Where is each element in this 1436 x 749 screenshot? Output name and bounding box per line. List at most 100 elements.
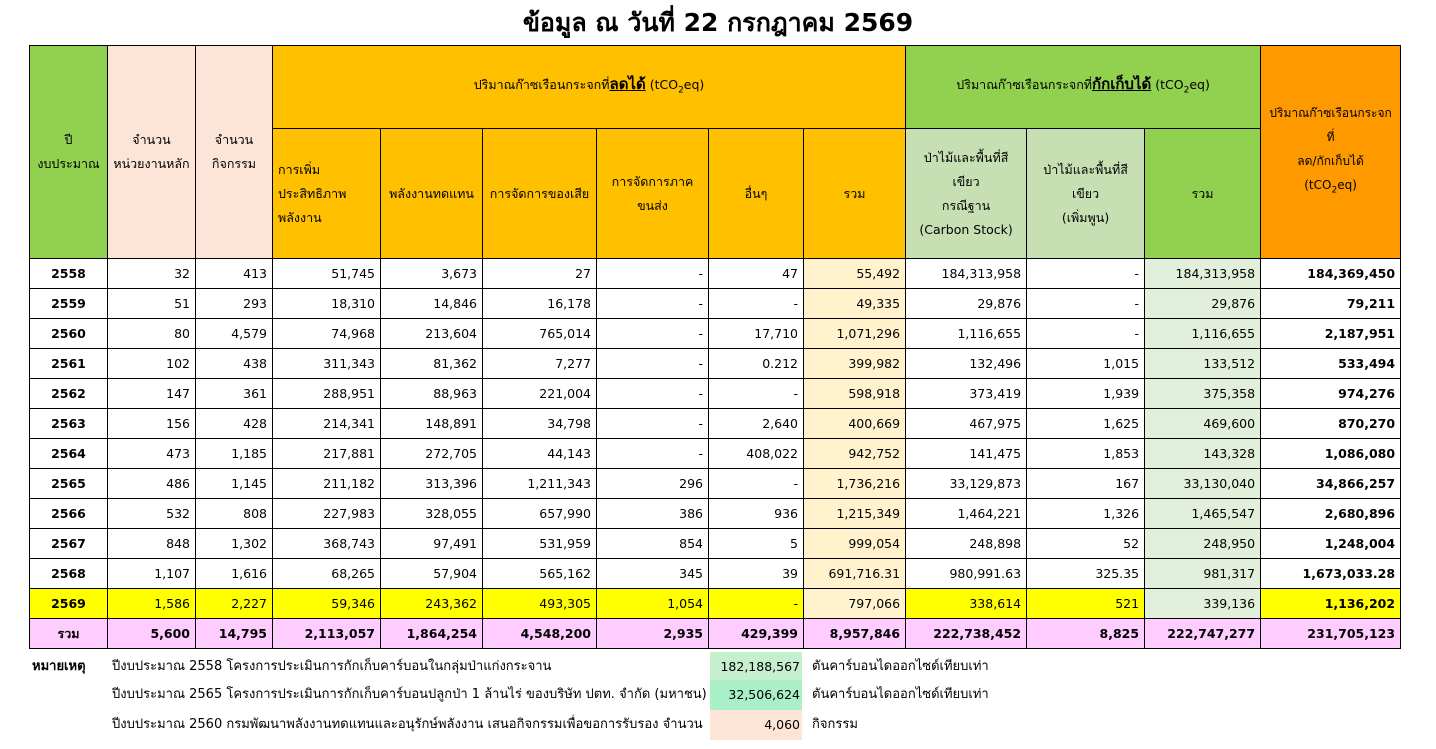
cell-waste: 565,162 [482,558,597,589]
cell-grand-total: 1,673,033.28 [1260,558,1402,589]
cell-renewable: 313,396 [380,468,483,499]
cell-units: 486 [107,468,196,499]
cell-units: 1,586 [107,588,196,619]
cell-waste: 657,990 [482,498,597,529]
cell-forest-add: 1,326 [1026,498,1146,529]
cell-forest-base: 1,464,221 [905,498,1028,529]
cell-grand-total: 184,369,450 [1260,258,1402,289]
cell-activities: 438 [195,348,273,379]
header-efficiency: การเพิ่ม ประสิทธิภาพ พลังงาน [272,128,381,259]
cell-efficiency: 18,310 [272,288,381,319]
header-renewable: พลังงานทดแทน [380,128,483,259]
table-row: 2566 532 808 227,983 328,055 657,990 386 936 1,2… [29,498,1402,529]
cell-units: 473 [107,438,196,469]
cell-reduced-sum: 999,054 [802,528,907,559]
cell-stored-sum: 375,358 [1144,378,1262,409]
cell-reduced-sum: 1,736,216 [802,468,907,499]
cell-transport: 386 [596,498,709,529]
cell-other: 429,399 [708,618,804,649]
cell-other: 936 [708,498,804,529]
cell-transport: 1,054 [596,588,709,619]
cell-efficiency: 51,745 [272,258,381,289]
cell-forest-base: 132,496 [905,348,1028,379]
cell-grand-total: 1,086,080 [1260,438,1402,469]
cell-transport: - [596,288,709,319]
cell-units: 1,107 [107,558,196,589]
table-row: 2562 147 361 288,951 88,963 221,004- -598,918 3… [29,378,1402,409]
cell-grand-total: 79,211 [1260,288,1402,319]
cell-other: 17,710 [708,318,804,349]
cell-units: 156 [107,408,196,439]
cell-units: 5,600 [107,618,196,649]
note-unit: ตันคาร์บอนไดออกไซด์เทียบเท่า [812,687,989,702]
cell-other: - [708,588,804,619]
cell-other: 47 [708,258,804,289]
cell-other: - [708,378,804,409]
header-reduced-sum: รวม [802,128,907,259]
cell-transport: 854 [596,528,709,559]
header-activities: จำนวน กิจกรรม [195,45,273,259]
cell-year: รวม [29,618,108,649]
table-row: 2565 486 1,145 211,182 313,396 1,211,343 296-1… [29,468,1402,499]
cell-activities: 428 [195,408,273,439]
cell-activities: 1,616 [195,558,273,589]
header-stored-group: ปริมาณก๊าซเรือนกระจกที่กักเก็บได้ (tCO2e… [905,45,1262,129]
cell-grand-total: 974,276 [1260,378,1402,409]
table-row: 2559 51 293 18,310 14,846 16,178- -49,335 29,87… [29,288,1402,319]
cell-reduced-sum: 49,335 [802,288,907,319]
cell-stored-sum: 222,747,277 [1144,618,1262,649]
cell-transport: - [596,348,709,379]
cell-reduced-sum: 55,492 [802,258,907,289]
note-text: ปีงบประมาณ 2560 กรมพัฒนาพลังงานทดแทนและอ… [112,717,703,732]
cell-transport: - [596,318,709,349]
cell-efficiency: 211,182 [272,468,381,499]
header-reduced-group: ปริมาณก๊าซเรือนกระจกที่ลดได้ (tCO2eq) [271,45,907,129]
cell-efficiency: 217,881 [272,438,381,469]
cell-reduced-sum: 942,752 [802,438,907,469]
cell-activities: 1,302 [195,528,273,559]
cell-stored-sum: 981,317 [1144,558,1262,589]
cell-forest-add: 1,015 [1026,348,1146,379]
table-row: 2569 1,586 2,227 59,346 243,362 493,305 1,054-… [29,588,1402,619]
cell-year: 2562 [29,378,108,409]
cell-waste: 221,004 [482,378,597,409]
cell-efficiency: 2,113,057 [272,618,381,649]
notes-section: หมายเหตุ ปีงบประมาณ 2558 โครงการประเมินก… [0,652,1436,749]
cell-year: 2563 [29,408,108,439]
cell-efficiency: 227,983 [272,498,381,529]
cell-efficiency: 368,743 [272,528,381,559]
cell-reduced-sum: 399,982 [802,348,907,379]
cell-units: 80 [107,318,196,349]
header-forest-add: ป่าไม้และพื้นที่สีเขียว (เพิ่มพูน) [1026,128,1146,259]
cell-year: 2566 [29,498,108,529]
cell-year: 2569 [29,588,108,619]
cell-activities: 4,579 [195,318,273,349]
cell-other: 2,640 [708,408,804,439]
note-row: หมายเหตุ ปีงบประมาณ 2558 โครงการประเมินก… [0,652,1436,682]
cell-waste: 765,014 [482,318,597,349]
cell-forest-add: - [1026,318,1146,349]
cell-forest-add: 167 [1026,468,1146,499]
header-year: ปี งบประมาณ [29,45,108,259]
cell-waste: 1,211,343 [482,468,597,499]
cell-activities: 2,227 [195,588,273,619]
note-text: ปีงบประมาณ 2565 โครงการประเมินการกักเก็บ… [112,687,707,702]
cell-reduced-sum: 400,669 [802,408,907,439]
cell-forest-add: 325.35 [1026,558,1146,589]
cell-stored-sum: 133,512 [1144,348,1262,379]
cell-renewable: 272,705 [380,438,483,469]
cell-grand-total: 231,705,123 [1260,618,1402,649]
cell-reduced-sum: 598,918 [802,378,907,409]
table-row: 2560 80 4,579 74,968 213,604 765,014-17,710 1,… [29,318,1402,349]
cell-renewable: 1,864,254 [380,618,483,649]
note-value: 4,060 [710,710,802,740]
cell-renewable: 213,604 [380,318,483,349]
cell-renewable: 57,904 [380,558,483,589]
cell-renewable: 97,491 [380,528,483,559]
cell-forest-add: 1,939 [1026,378,1146,409]
cell-units: 147 [107,378,196,409]
cell-year: 2564 [29,438,108,469]
cell-waste: 16,178 [482,288,597,319]
cell-grand-total: 1,136,202 [1260,588,1402,619]
cell-waste: 493,305 [482,588,597,619]
